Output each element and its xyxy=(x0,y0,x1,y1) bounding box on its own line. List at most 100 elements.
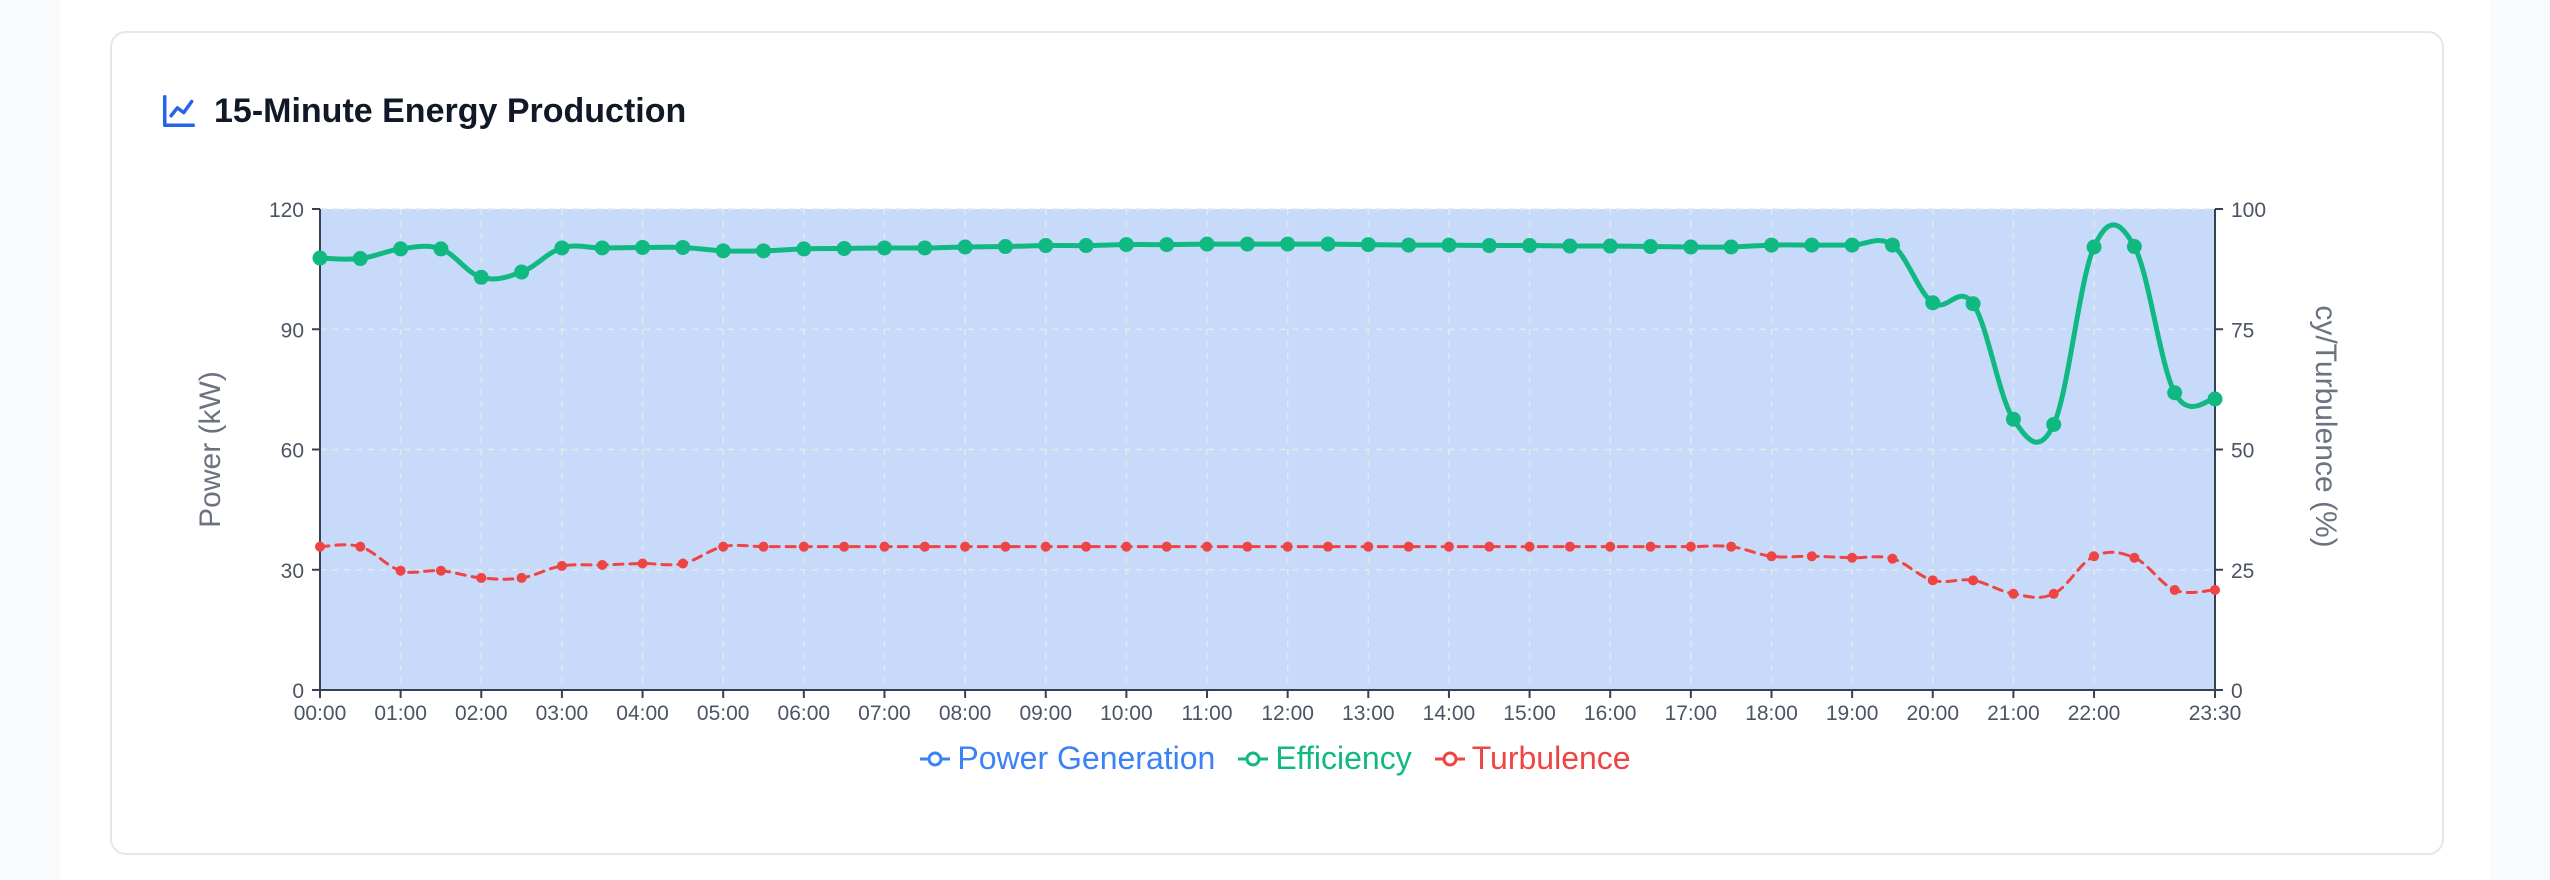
y-left-tick-label: 90 xyxy=(281,319,304,342)
x-tick-label: 10:00 xyxy=(1100,702,1153,725)
turbulence-point xyxy=(2169,584,2180,595)
card-header: 15-Minute Energy Production xyxy=(160,87,686,135)
x-tick-label: 16:00 xyxy=(1584,702,1637,725)
legend-item-turbulence[interactable]: Turbulence xyxy=(1434,740,1631,777)
efficiency-point xyxy=(1804,237,1820,253)
efficiency-point xyxy=(1118,237,1134,253)
efficiency-point xyxy=(1360,237,1376,253)
efficiency-point xyxy=(1723,239,1739,255)
efficiency-point xyxy=(1884,237,1900,253)
turbulence-point xyxy=(1766,551,1777,562)
efficiency-point xyxy=(917,240,933,256)
line-chart-icon xyxy=(163,95,195,127)
turbulence-point xyxy=(879,541,890,552)
turbulence-point xyxy=(1242,541,1253,552)
efficiency-point xyxy=(1683,239,1699,255)
turbulence-point xyxy=(355,541,366,552)
efficiency-point xyxy=(393,241,409,257)
x-tick-label: 09:00 xyxy=(1019,702,1072,725)
turbulence-point xyxy=(1363,541,1374,552)
y-left-tick-label: 30 xyxy=(281,560,304,583)
legend-marker-icon xyxy=(920,751,951,766)
efficiency-point xyxy=(756,243,772,259)
turbulence-point xyxy=(798,541,809,552)
y-left-tick-label: 120 xyxy=(269,199,304,222)
turbulence-point xyxy=(919,541,930,552)
x-tick-label: 14:00 xyxy=(1423,702,1476,725)
y-axis-left-title: Power (kW) xyxy=(194,371,227,528)
efficiency-point xyxy=(1441,237,1457,253)
turbulence-point xyxy=(637,558,648,569)
efficiency-point xyxy=(1602,238,1618,254)
legend-marker-icon xyxy=(1434,751,1465,766)
turbulence-point xyxy=(1161,541,1172,552)
efficiency-point xyxy=(876,240,892,256)
turbulence-point xyxy=(2089,551,2100,562)
x-tick-label: 20:00 xyxy=(1906,702,1959,725)
turbulence-point xyxy=(556,560,567,571)
y-right-tick-label: 0 xyxy=(2231,680,2243,703)
turbulence-point xyxy=(1806,551,1817,562)
turbulence-point xyxy=(718,541,729,552)
y-right-tick-label: 25 xyxy=(2231,560,2254,583)
turbulence-point xyxy=(960,541,971,552)
turbulence-point xyxy=(315,541,325,552)
efficiency-point xyxy=(1522,238,1538,254)
efficiency-point xyxy=(1159,237,1175,253)
turbulence-point xyxy=(1564,541,1575,552)
efficiency-point xyxy=(957,239,973,255)
efficiency-point xyxy=(1562,238,1578,254)
turbulence-point xyxy=(1927,575,1938,586)
x-tick-label: 15:00 xyxy=(1503,702,1556,725)
efficiency-point xyxy=(836,240,852,256)
efficiency-point xyxy=(997,239,1013,255)
turbulence-point xyxy=(2129,552,2140,563)
x-tick-label: 05:00 xyxy=(697,702,750,725)
turbulence-point xyxy=(1282,541,1293,552)
efficiency-point xyxy=(312,250,328,266)
efficiency-point xyxy=(2167,385,2183,401)
efficiency-point xyxy=(1643,239,1659,255)
efficiency-point xyxy=(1280,236,1296,252)
legend-item-power-generation[interactable]: Power Generation xyxy=(919,740,1215,777)
x-tick-label: 01:00 xyxy=(374,702,427,725)
chart-title: 15-Minute Energy Production xyxy=(214,91,687,130)
x-tick-label: 17:00 xyxy=(1665,702,1718,725)
turbulence-point xyxy=(1645,541,1656,552)
efficiency-point xyxy=(715,243,731,259)
x-tick-label: 12:00 xyxy=(1261,702,1314,725)
y-right-tick-label: 50 xyxy=(2231,440,2254,463)
turbulence-point xyxy=(1605,541,1616,552)
turbulence-point xyxy=(1685,541,1696,552)
turbulence-point xyxy=(839,541,850,552)
turbulence-point xyxy=(516,572,527,583)
y-right-tick-label: 75 xyxy=(2231,319,2254,342)
turbulence-point xyxy=(1403,541,1414,552)
efficiency-point xyxy=(594,240,610,256)
turbulence-point xyxy=(1040,541,1051,552)
efficiency-point xyxy=(2046,416,2062,432)
efficiency-point xyxy=(433,241,449,257)
efficiency-point xyxy=(1078,238,1094,254)
efficiency-point xyxy=(1763,237,1779,253)
x-tick-label: 06:00 xyxy=(778,702,831,725)
efficiency-point xyxy=(1320,236,1336,252)
efficiency-point xyxy=(352,251,368,267)
turbulence-point xyxy=(597,559,608,570)
turbulence-point xyxy=(1443,541,1454,552)
efficiency-point xyxy=(1965,296,1981,312)
x-tick-label: 04:00 xyxy=(616,702,669,725)
efficiency-point xyxy=(1401,237,1417,253)
x-tick-label: 02:00 xyxy=(455,702,508,725)
turbulence-point xyxy=(395,565,406,576)
efficiency-point xyxy=(2207,391,2223,407)
efficiency-point xyxy=(2005,411,2021,427)
turbulence-point xyxy=(1121,541,1132,552)
x-tick-label: 08:00 xyxy=(939,702,992,725)
turbulence-point xyxy=(2008,588,2019,599)
efficiency-point xyxy=(2126,239,2142,255)
efficiency-point xyxy=(1925,295,1941,311)
legend-label: Efficiency xyxy=(1275,740,1412,776)
legend-item-efficiency[interactable]: Efficiency xyxy=(1237,740,1412,777)
turbulence-point xyxy=(1726,541,1737,552)
